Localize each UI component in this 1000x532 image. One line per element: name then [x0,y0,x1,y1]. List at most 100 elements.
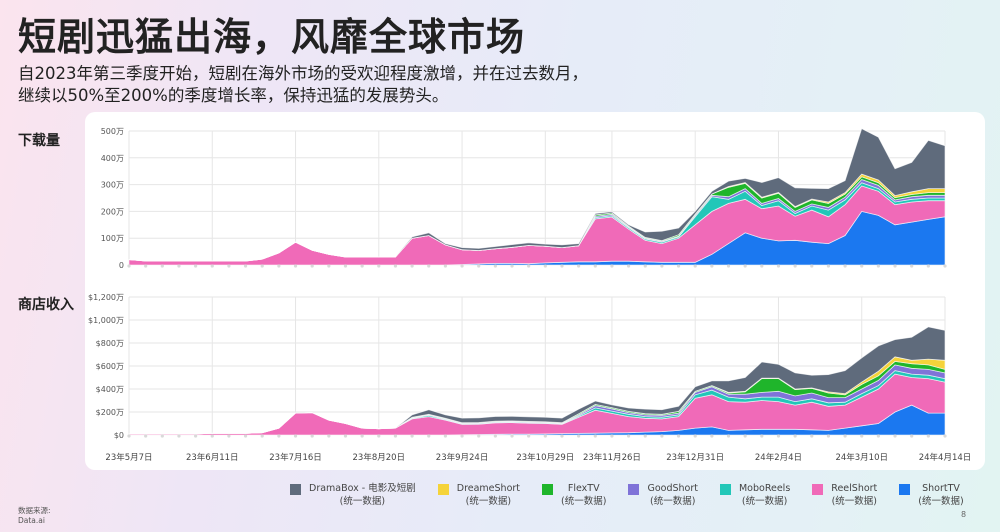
data-point-marker [510,434,514,438]
data-point-marker [693,264,697,268]
data-point-marker [743,264,747,268]
data-point-marker [726,264,731,268]
legend-item[interactable]: DramaBox - 电影及短剧 (统一数据) [290,482,416,508]
y-tick-label: $600万 [96,362,124,371]
source-label: 数据来源: [18,506,51,515]
data-point-marker [776,434,781,438]
data-point-marker [560,434,564,438]
data-point-marker [660,434,664,438]
downloads-section-label: 下载量 [18,133,60,149]
data-point-marker [377,434,381,438]
data-point-marker [127,434,131,438]
data-point-marker [943,264,947,268]
y-tick-label: $400万 [96,385,124,394]
data-point-marker [310,434,314,438]
data-point-marker [760,434,764,438]
data-point-marker [293,264,298,268]
area-dramabox [129,326,946,435]
data-point-marker [610,264,614,268]
x-tick-label: 24年2月4日 [755,452,802,463]
x-tick-label: 23年12月31日 [666,452,724,463]
downloads-chart: 0 100万 200万 300万 400万 500万 [101,127,947,270]
source-name: Data.ai [18,516,45,525]
data-point-marker [443,434,448,438]
data-point-marker [676,434,681,438]
data-point-marker [660,264,664,268]
revenue-chart: $0 $200万 $400万 $600万 $800万 $1,000万 $1,200万 23年5… [88,293,971,463]
data-point-marker [577,264,581,268]
data-point-marker [510,264,514,268]
data-point-marker [710,434,714,438]
revenue-section-label: 商店收入 [18,297,74,313]
y-tick-label: 100万 [101,234,124,243]
data-point-marker [227,434,231,438]
chart-legend: DramaBox - 电影及短剧 (统一数据) DreameShort (统一数据) F… [290,482,986,508]
data-point-marker [477,264,481,268]
data-point-marker [793,434,797,438]
data-point-marker [893,434,897,438]
x-tick-label: 23年6月11日 [186,452,239,463]
data-point-marker [260,264,264,268]
data-point-marker [144,264,148,268]
data-point-marker [243,434,248,438]
y-tick-label: 0 [119,261,124,270]
y-tick-label: $0 [114,431,124,440]
legend-item[interactable]: GoodShort (统一数据) [628,482,698,508]
data-point-marker [410,434,414,438]
data-point-marker [277,264,281,268]
data-point-marker [210,434,214,438]
x-tick-label: 23年7月16日 [269,452,322,463]
data-point-marker [160,434,164,438]
data-point-marker [710,264,714,268]
data-point-marker [144,434,148,438]
area-dramabox [128,128,946,262]
data-point-marker [776,264,781,268]
y-tick-label: $1,200万 [88,293,124,302]
legend-item[interactable]: ReelShort (统一数据) [812,482,877,508]
data-point-marker [194,264,198,268]
legend-item[interactable]: FlexTV (统一数据) [542,482,606,508]
data-point-marker [926,264,930,268]
x-tick-label: 24年4月14日 [919,452,972,463]
data-point-marker [577,434,581,438]
data-point-marker [693,434,697,438]
data-point-marker [427,264,431,268]
data-point-marker [643,264,647,268]
data-point-marker [460,434,464,438]
data-point-marker [626,264,631,268]
x-tick-label: 23年11月26日 [583,452,641,463]
data-point-marker [643,434,647,438]
data-point-marker [910,264,914,268]
data-point-marker [843,434,847,438]
data-point-marker [726,434,731,438]
legend-swatch [437,484,449,495]
data-point-marker [926,434,930,438]
data-point-marker [810,434,814,438]
data-point-marker [593,264,597,268]
data-point-marker [277,434,281,438]
data-point-marker [127,264,131,268]
page-subtitle: 自2023年第三季度开始，短剧在海外市场的受欢迎程度激增，并在过去数月， 继续以… [18,63,588,107]
data-point-marker [743,434,747,438]
data-point-marker [543,264,547,268]
data-point-marker [177,264,181,268]
page-number: 8 [961,510,967,519]
legend-item[interactable]: DreameShort (统一数据) [437,482,521,508]
data-point-marker [626,434,631,438]
legend-item[interactable]: ShortTV (统一数据) [899,482,964,508]
legend-label: DreameShort (统一数据) [456,483,521,507]
data-point-marker [676,264,681,268]
legend-item[interactable]: MoboReels (统一数据) [719,482,791,508]
legend-label: ShortTV (统一数据) [918,483,964,507]
y-tick-label: $1,000万 [88,316,124,325]
data-point-marker [527,434,531,438]
legend-label: ReelShort (统一数据) [831,483,878,507]
data-point-marker [893,264,897,268]
legend-label: MoboReels (统一数据) [738,483,791,507]
data-point-marker [493,264,497,268]
data-point-marker [243,264,248,268]
data-point-marker [327,264,331,268]
legend-label: GoodShort (统一数据) [647,483,698,507]
data-point-marker [593,434,597,438]
data-point-marker [610,434,614,438]
